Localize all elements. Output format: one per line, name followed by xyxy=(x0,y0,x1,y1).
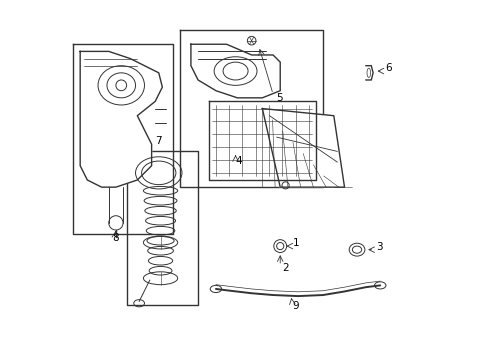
Polygon shape xyxy=(73,44,173,234)
Text: 4: 4 xyxy=(235,156,242,166)
Polygon shape xyxy=(190,44,280,98)
Text: 1: 1 xyxy=(292,238,299,248)
Text: 5: 5 xyxy=(275,93,282,103)
Text: 2: 2 xyxy=(282,263,288,273)
Text: 7: 7 xyxy=(155,136,162,146)
Polygon shape xyxy=(365,66,372,80)
Text: 9: 9 xyxy=(292,301,299,311)
Text: 8: 8 xyxy=(112,233,119,243)
Polygon shape xyxy=(126,152,198,305)
Polygon shape xyxy=(208,102,315,180)
Polygon shape xyxy=(262,109,344,187)
Text: 3: 3 xyxy=(375,242,382,252)
Polygon shape xyxy=(80,51,162,187)
Text: 6: 6 xyxy=(384,63,391,73)
